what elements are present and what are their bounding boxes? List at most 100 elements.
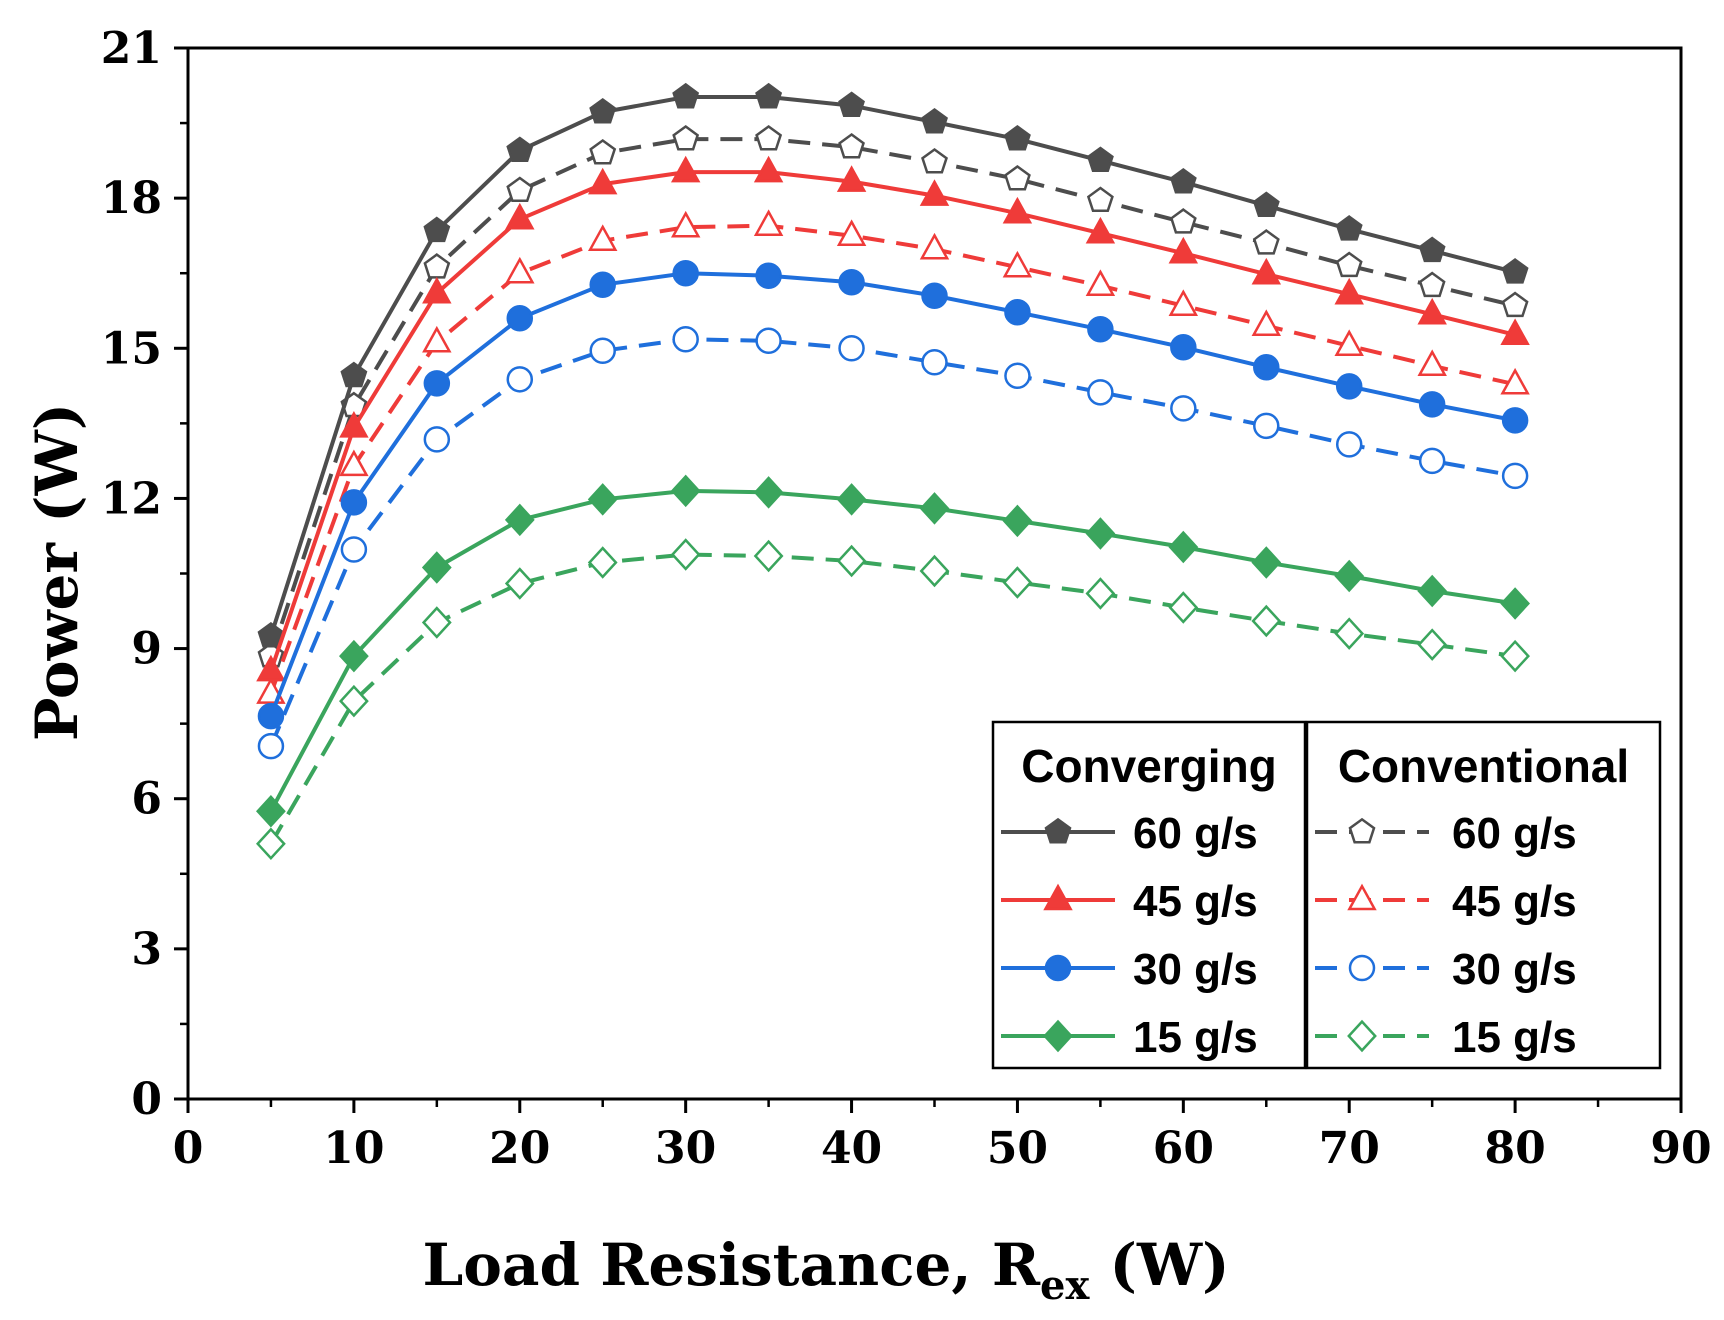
data-point xyxy=(423,216,451,243)
data-point xyxy=(1501,258,1529,284)
data-point xyxy=(340,536,368,563)
data-point xyxy=(921,282,948,309)
data-point xyxy=(589,337,616,365)
data-point xyxy=(1085,269,1116,296)
data-point xyxy=(1168,236,1199,264)
data-point xyxy=(339,449,369,477)
legend-title: Conventional xyxy=(1338,740,1629,792)
data-point xyxy=(1418,236,1446,263)
x-tick-label: 90 xyxy=(1650,1123,1711,1174)
data-point xyxy=(753,539,784,573)
data-point xyxy=(256,827,286,861)
data-point xyxy=(423,253,451,279)
legend-conventional: Conventional 60 g/s 45 g/s 30 g/s 15 g/s xyxy=(1305,720,1662,1070)
data-point xyxy=(1004,164,1031,191)
data-point xyxy=(506,366,534,393)
legend-marker xyxy=(1044,817,1072,844)
data-point xyxy=(838,268,865,296)
data-point xyxy=(753,209,784,236)
y-tick-label: 12 xyxy=(101,473,162,524)
data-point xyxy=(1002,566,1033,599)
data-point xyxy=(755,124,783,151)
data-point xyxy=(1501,462,1529,490)
x-tick-label: 80 xyxy=(1484,1123,1545,1174)
data-point xyxy=(1169,208,1197,234)
data-point xyxy=(256,654,286,682)
y-tick-label: 6 xyxy=(131,774,162,825)
data-point xyxy=(421,551,452,584)
data-point xyxy=(1418,447,1446,475)
y-tick-label: 15 xyxy=(101,323,162,374)
data-point xyxy=(1500,639,1530,673)
data-point xyxy=(670,210,701,238)
data-point xyxy=(505,202,535,230)
x-tick-label: 10 xyxy=(323,1123,384,1174)
y-tick-label: 0 xyxy=(131,1074,162,1125)
data-point xyxy=(421,606,452,639)
y-tick-label: 21 xyxy=(101,23,162,74)
series-line xyxy=(269,170,1516,672)
legend-label: 45 g/s xyxy=(1133,877,1258,926)
data-point xyxy=(1252,229,1280,255)
x-tick-label: 60 xyxy=(1153,1123,1214,1174)
data-point xyxy=(919,179,950,206)
series-line xyxy=(269,488,1516,813)
data-point xyxy=(1500,587,1530,620)
data-point xyxy=(1004,124,1031,151)
data-point xyxy=(1002,196,1033,224)
data-point xyxy=(1418,391,1446,418)
data-point xyxy=(340,361,368,388)
data-point xyxy=(670,155,701,183)
data-point xyxy=(1168,530,1199,564)
data-point xyxy=(921,349,948,376)
series-line xyxy=(269,337,1516,747)
data-point xyxy=(919,492,950,525)
series-conventional-45gs xyxy=(256,209,1530,704)
x-axis-title: Load Resistance, Rex (W) xyxy=(422,1231,1229,1309)
data-point xyxy=(1251,257,1282,285)
data-point xyxy=(755,82,783,109)
data-point xyxy=(1335,215,1363,241)
x-tick-label: 20 xyxy=(489,1123,550,1174)
legend-label: 30 g/s xyxy=(1133,945,1258,994)
data-point xyxy=(587,483,618,516)
y-axis-title: Power (W) xyxy=(23,403,91,741)
legend-marker xyxy=(1043,883,1073,911)
data-point xyxy=(838,132,865,159)
data-point xyxy=(1168,591,1199,624)
legend-marker xyxy=(1348,817,1376,844)
legend-label: 15 g/s xyxy=(1452,1013,1577,1062)
series-converging-45gs xyxy=(256,155,1530,682)
series-line xyxy=(269,552,1516,845)
data-point xyxy=(1334,559,1365,593)
data-point xyxy=(1417,297,1447,325)
legend-title: Converging xyxy=(1021,740,1277,792)
x-tick-label: 50 xyxy=(987,1123,1048,1174)
series-conventional-30gs xyxy=(257,326,1529,760)
data-point xyxy=(753,476,784,509)
data-point xyxy=(1334,617,1365,650)
legend-marker xyxy=(1347,883,1377,911)
data-point xyxy=(1169,167,1197,194)
data-point xyxy=(506,305,534,332)
data-point xyxy=(1085,216,1116,244)
data-point xyxy=(670,538,701,571)
series-line xyxy=(269,223,1516,695)
legend-label: 45 g/s xyxy=(1452,877,1577,926)
legend-marker xyxy=(1347,1019,1377,1053)
legend-box xyxy=(991,720,1307,1070)
x-tick-label: 40 xyxy=(821,1123,882,1174)
data-point xyxy=(1002,250,1033,278)
data-point xyxy=(422,276,452,304)
data-point xyxy=(1086,146,1114,173)
data-point xyxy=(836,544,867,578)
data-point xyxy=(587,546,618,579)
data-point xyxy=(1002,504,1033,538)
series-line xyxy=(269,137,1516,657)
data-point xyxy=(836,219,867,246)
data-point xyxy=(755,327,782,355)
data-point xyxy=(589,271,616,298)
legend-label: 60 g/s xyxy=(1133,809,1258,858)
y-tick-label: 3 xyxy=(131,924,162,975)
data-point xyxy=(1500,367,1530,395)
